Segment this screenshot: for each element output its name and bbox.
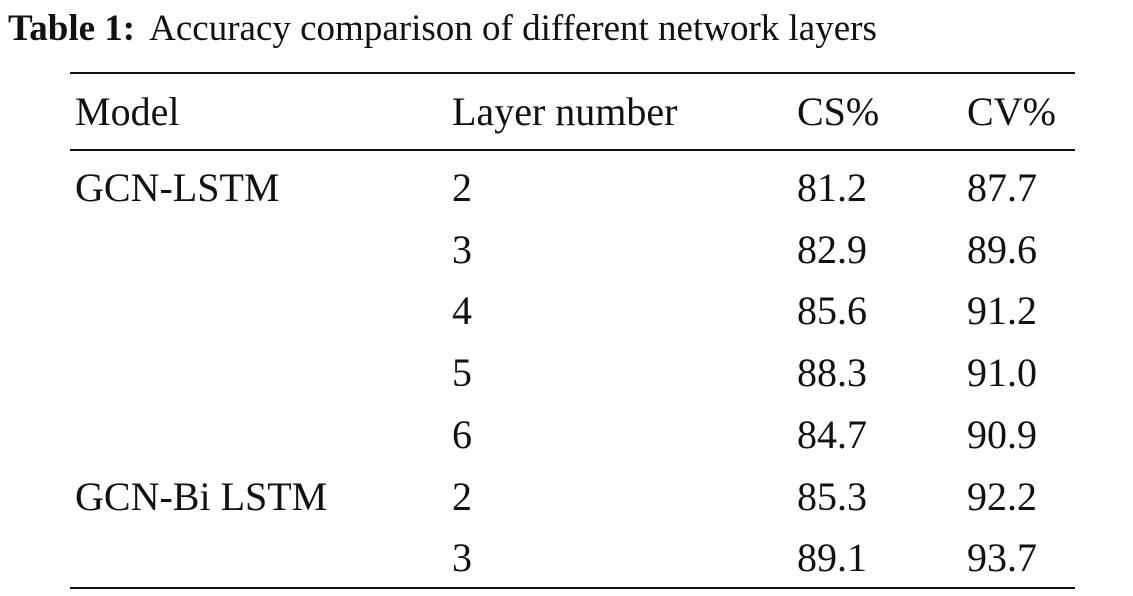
data-cell: 5 [452,350,472,396]
header-cell: Layer number [452,89,678,134]
data-cell: 3 [452,226,472,272]
data-cell: 6 [452,411,472,457]
header-rule [70,149,1075,151]
caption-label: Table 1: [8,8,136,49]
data-cell: 2 [452,165,472,210]
data-cell: 3 [452,535,472,581]
data-cell: 91.0 [967,350,1037,396]
table-caption: Table 1: Accuracy comparison of different… [8,10,877,47]
model-cell: GCN-LSTM [75,165,280,210]
header-cell: Model [75,89,180,134]
model-cell: GCN-Bi LSTM [75,473,328,519]
data-cell: 85.3 [797,473,867,519]
caption-text: Accuracy comparison of different network… [149,8,877,49]
data-cell: 81.2 [797,165,867,210]
bottom-rule [70,587,1075,589]
data-cell: 2 [452,473,472,519]
data-cell: 82.9 [797,226,867,272]
data-cell: 85.6 [797,288,867,334]
data-cell: 92.2 [967,473,1037,519]
data-cell: 87.7 [967,165,1037,210]
data-cell: 84.7 [797,411,867,457]
data-cell: 89.6 [967,226,1037,272]
data-cell: 88.3 [797,350,867,396]
data-cell: 90.9 [967,411,1037,457]
data-cell: 93.7 [967,535,1037,581]
data-cell: 91.2 [967,288,1037,334]
header-cell: CV% [967,89,1056,134]
top-rule [70,72,1075,74]
header-cell: CS% [797,89,880,134]
data-cell: 4 [452,288,472,334]
data-cell: 89.1 [797,535,867,581]
